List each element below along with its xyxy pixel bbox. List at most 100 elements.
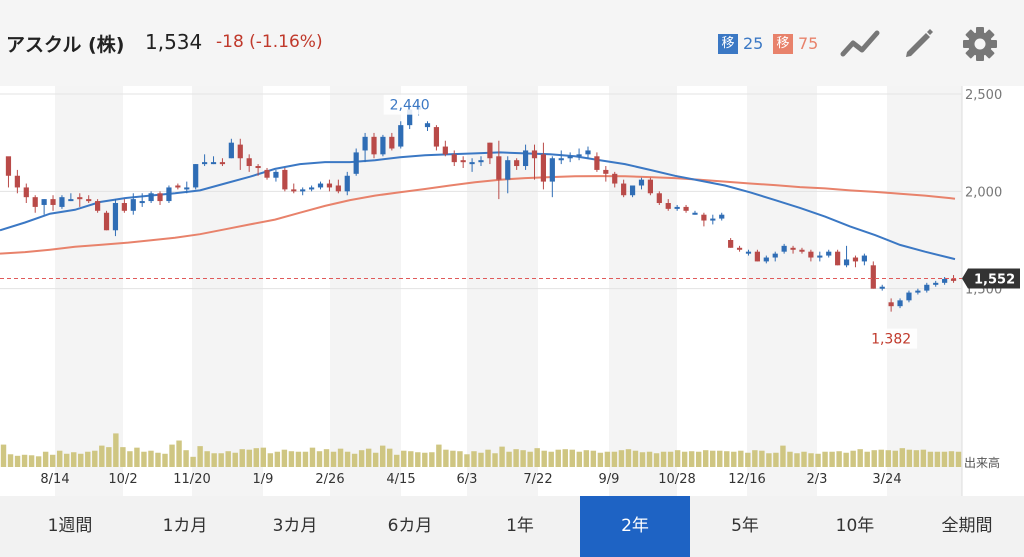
volume-bar xyxy=(857,449,863,467)
tab-period-2[interactable]: 3カ月 xyxy=(272,516,318,536)
candle-body xyxy=(647,179,654,194)
volume-bar xyxy=(625,449,632,467)
volume-bar xyxy=(688,451,695,467)
volume-bar xyxy=(878,449,884,467)
volume-bar xyxy=(801,451,807,467)
ma25-badge[interactable]: 移 xyxy=(718,34,738,54)
x-tick-label: 1/9 xyxy=(253,472,274,487)
volume-bar xyxy=(724,451,730,467)
low-annotation: 1,382 xyxy=(871,332,911,348)
candle-body xyxy=(291,189,297,192)
volume-bar xyxy=(281,449,288,467)
volume-bar xyxy=(864,451,870,467)
candle-body xyxy=(433,127,440,147)
candle-body xyxy=(50,199,56,205)
volume-bar xyxy=(162,453,168,467)
pencil-icon[interactable] xyxy=(898,24,938,64)
candle-body xyxy=(282,169,288,190)
tab-period-1[interactable]: 1カ月 xyxy=(162,516,208,536)
candle-body xyxy=(772,253,778,258)
candle-body xyxy=(77,197,83,200)
volume-bar xyxy=(253,448,260,467)
volume-bar xyxy=(260,447,267,467)
tab-period-5[interactable]: 2年 xyxy=(580,496,690,557)
volume-bar xyxy=(527,451,533,467)
tab-period-0[interactable]: 1週間 xyxy=(47,516,93,536)
current-price-label: 1,552 xyxy=(974,273,1015,288)
candle-body xyxy=(594,156,600,170)
tab-period-7[interactable]: 10年 xyxy=(835,516,875,536)
tab-period-3[interactable]: 6カ月 xyxy=(387,516,433,536)
tab-period-4[interactable]: 1年 xyxy=(506,516,534,536)
candle-body xyxy=(380,136,386,155)
volume-bar xyxy=(0,444,7,467)
volume-bar xyxy=(955,451,962,467)
candle-body xyxy=(362,136,368,151)
x-tick-label: 11/20 xyxy=(173,472,210,487)
candle-body xyxy=(5,156,12,176)
candle-body xyxy=(451,154,457,163)
chart-band xyxy=(609,86,677,496)
chart-area[interactable]: 2,500 2,000 1,500 1,552 2,440 1,382 出来高 8/14 10/… xyxy=(0,86,1024,496)
x-tick-label: 2/3 xyxy=(807,472,828,487)
candle-body xyxy=(157,193,163,202)
candle-body xyxy=(612,173,618,184)
volume-bar xyxy=(309,447,316,467)
volume-bar xyxy=(225,451,231,467)
line-chart-icon[interactable] xyxy=(840,24,880,64)
annotation-bg xyxy=(383,94,436,115)
volume-bar xyxy=(639,452,646,467)
volume-bar xyxy=(14,455,21,467)
candle-body xyxy=(621,183,627,196)
volume-bar xyxy=(717,450,723,467)
volume-bar xyxy=(148,450,154,467)
candle-body xyxy=(665,203,671,209)
volume-bar xyxy=(106,447,112,467)
volume-bar xyxy=(211,453,217,467)
candle-body xyxy=(835,251,841,266)
chart-band xyxy=(55,86,123,496)
volume-bar xyxy=(681,451,688,467)
tab-period-6[interactable]: 5年 xyxy=(731,516,759,536)
volume-bar xyxy=(330,451,337,467)
stock-change: -18 (-1.16%) xyxy=(216,32,323,52)
volume-bar xyxy=(653,453,660,467)
ma75-badge[interactable]: 移 xyxy=(773,34,793,54)
volume-bar xyxy=(892,450,899,467)
candle-body xyxy=(879,286,885,289)
volume-bar xyxy=(590,450,597,467)
volume-bar xyxy=(485,449,491,467)
ma25-value: 25 xyxy=(743,34,764,53)
volume-bar xyxy=(457,451,463,467)
candle-body xyxy=(487,142,493,159)
volume-bar xyxy=(766,453,772,467)
volume-bar xyxy=(141,451,147,467)
volume-bar xyxy=(239,449,245,467)
candle-body xyxy=(103,212,110,231)
volume-bar xyxy=(92,450,98,467)
volume-bar xyxy=(422,452,428,467)
volume-bar xyxy=(745,452,751,467)
candle-body xyxy=(335,185,341,192)
volume-bar xyxy=(513,449,519,467)
volume-bar xyxy=(780,445,786,467)
candle-body xyxy=(701,214,707,221)
candle-body xyxy=(549,158,555,182)
candle-body xyxy=(522,150,529,167)
candle-body xyxy=(407,109,413,126)
candle-body xyxy=(317,183,324,188)
candle-body xyxy=(763,257,769,262)
candle-body xyxy=(710,218,716,221)
volume-bar xyxy=(323,449,330,467)
gear-icon[interactable] xyxy=(960,24,1000,64)
candle-body xyxy=(861,255,867,262)
volume-bar xyxy=(674,450,681,467)
volume-bar xyxy=(415,452,421,467)
candle-body xyxy=(184,187,190,190)
volume-bar xyxy=(752,450,758,467)
x-tick-label: 10/28 xyxy=(658,472,695,487)
volume-bar xyxy=(464,454,470,467)
candle-body xyxy=(371,136,377,155)
volume-bar xyxy=(899,448,906,467)
tab-period-8[interactable]: 全期間 xyxy=(941,516,993,536)
